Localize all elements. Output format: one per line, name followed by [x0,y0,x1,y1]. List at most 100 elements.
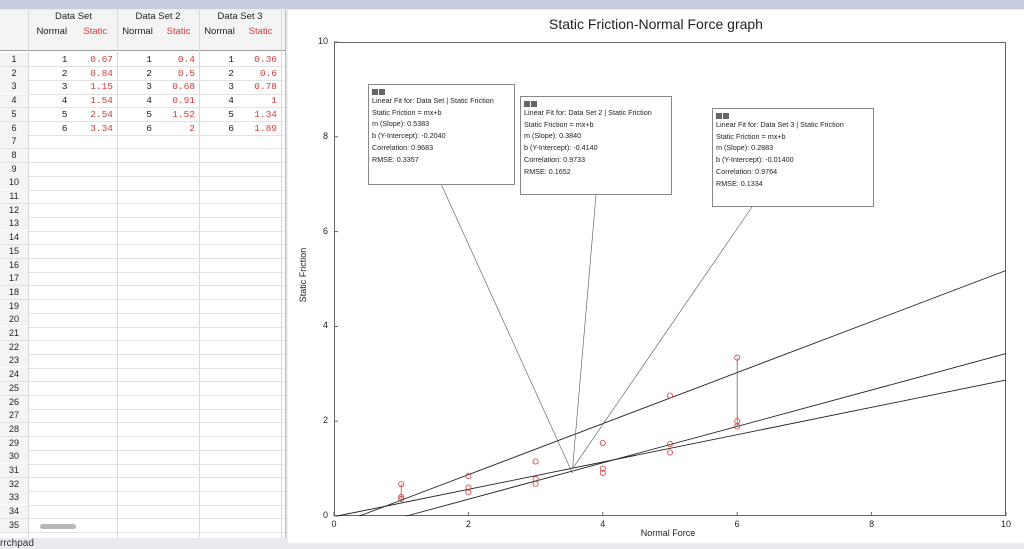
linear-fit-box[interactable]: Linear Fit for: Data Set 2 | Static Fric… [520,96,672,195]
cell-static[interactable]: 0.84 [90,67,113,79]
column-header-static[interactable]: Static [83,26,108,37]
cell-static[interactable]: 1.15 [90,81,113,93]
row-number[interactable]: 9 [0,162,28,176]
row-number[interactable]: 20 [0,313,28,327]
row-number[interactable]: 18 [0,285,28,299]
close-icon[interactable] [524,101,530,107]
row-number[interactable]: 5 [0,107,28,121]
row-number[interactable]: 11 [0,190,28,203]
close-icon[interactable] [716,113,722,119]
row-number[interactable]: 14 [0,231,28,245]
cell-normal[interactable]: 2 [146,67,152,79]
options-icon[interactable] [379,89,385,95]
cell-static[interactable]: 0.91 [172,95,195,107]
row-number[interactable]: 32 [0,477,28,491]
column-header-normal[interactable]: Normal [36,26,68,37]
row-number[interactable]: 26 [0,395,28,409]
dataset-title[interactable]: Data Set 3 [217,11,263,22]
row-number[interactable]: 23 [0,354,28,368]
row-line [0,449,285,451]
cell-normal[interactable]: 3 [228,81,234,93]
cell-static[interactable]: 0.4 [177,54,195,65]
cell-static[interactable]: 1.52 [172,108,195,120]
fit-box-controls[interactable] [716,111,730,119]
cell-normal[interactable]: 4 [61,95,68,107]
options-icon[interactable] [723,113,729,119]
row-number[interactable]: 13 [0,217,28,231]
data-table[interactable]: Data Set Normal Static 1 2 3 4 5 6 0.67 0.84 1.15 1.… [0,10,286,538]
row-number[interactable]: 1 [0,53,28,66]
data-point [666,392,673,399]
row-number[interactable]: 33 [0,491,28,505]
column-header-static[interactable]: Static [248,26,273,37]
cell-static[interactable]: 3.34 [90,122,113,134]
cell-static[interactable]: 0.67 [90,54,113,65]
row-number[interactable]: 35 [0,518,28,532]
plot-area[interactable] [334,42,1006,516]
cell-static[interactable]: 0.68 [172,81,195,93]
row-number[interactable]: 29 [0,436,28,450]
row-number[interactable]: 4 [0,94,28,108]
column-header-normal[interactable]: Normal [122,26,153,37]
cell-normal[interactable]: 1 [61,54,68,65]
fit-box-controls[interactable] [372,87,386,95]
table-header [0,10,285,51]
cell-normal[interactable]: 1 [228,54,234,65]
row-number[interactable]: 21 [0,327,28,340]
row-number[interactable]: 17 [0,272,28,286]
cell-normal[interactable]: 6 [146,122,152,134]
options-icon[interactable] [531,101,537,107]
cell-normal[interactable]: 6 [61,122,68,134]
row-number[interactable]: 6 [0,121,28,135]
cell-normal[interactable]: 5 [146,108,152,120]
row-number[interactable]: 3 [0,80,28,94]
cell-static[interactable]: 0.36 [254,54,277,65]
linear-fit-box[interactable]: Linear Fit for: Data Set | Static Fricti… [368,84,515,185]
cell-static[interactable]: 1.54 [90,95,113,107]
dataset-title[interactable]: Data Set [55,11,92,22]
row-number[interactable]: 15 [0,244,28,258]
cell-static[interactable]: 2.54 [90,108,113,120]
cell-normal[interactable]: 4 [228,95,234,107]
column-header-static[interactable]: Static [166,26,191,37]
cell-static[interactable]: 1.89 [254,122,277,134]
graph-panel[interactable]: Static Friction-Normal Force graph Stati… [288,10,1024,543]
row-number[interactable]: 25 [0,381,28,395]
column-header-normal[interactable]: Normal [204,26,235,37]
cell-normal[interactable]: 3 [146,81,152,93]
row-number[interactable]: 30 [0,450,28,464]
row-number[interactable]: 19 [0,299,28,313]
cell-normal[interactable]: 5 [61,108,68,120]
close-icon[interactable] [372,89,378,95]
row-number[interactable]: 27 [0,409,28,423]
dataset-title[interactable]: Data Set 2 [135,11,181,22]
row-number[interactable]: 7 [0,135,28,149]
cell-normal[interactable]: 2 [61,67,68,79]
cell-static[interactable]: 0.6 [259,67,277,79]
fit-box-controls[interactable] [524,99,538,107]
row-number[interactable]: 10 [0,176,28,190]
row-number[interactable]: 24 [0,368,28,382]
cell-static[interactable]: 1.34 [254,108,277,120]
row-number[interactable]: 31 [0,464,28,477]
row-number[interactable]: 8 [0,148,28,162]
cell-static[interactable]: 2 [189,122,195,134]
cell-normal[interactable]: 6 [228,122,234,134]
linear-fit-box[interactable]: Linear Fit for: Data Set 3 | Static Fric… [712,108,874,207]
cell-static[interactable]: 0.5 [177,67,195,79]
horizontal-scrollbar[interactable] [40,524,76,529]
cell-normal[interactable]: 4 [146,95,152,107]
row-number[interactable]: 2 [0,66,28,80]
cell-normal[interactable]: 2 [228,67,234,79]
cell-normal[interactable]: 5 [228,108,234,120]
row-number[interactable]: 28 [0,422,28,436]
row-number[interactable]: 22 [0,340,28,354]
row-number[interactable]: 16 [0,258,28,272]
cell-normal[interactable]: 3 [61,81,68,93]
row-number[interactable]: 34 [0,505,28,519]
data-point [465,473,472,480]
cell-normal[interactable]: 1 [146,54,152,65]
cell-static[interactable]: 0.78 [254,81,277,93]
cell-static[interactable]: 1 [271,95,277,107]
row-number[interactable]: 12 [0,203,28,217]
